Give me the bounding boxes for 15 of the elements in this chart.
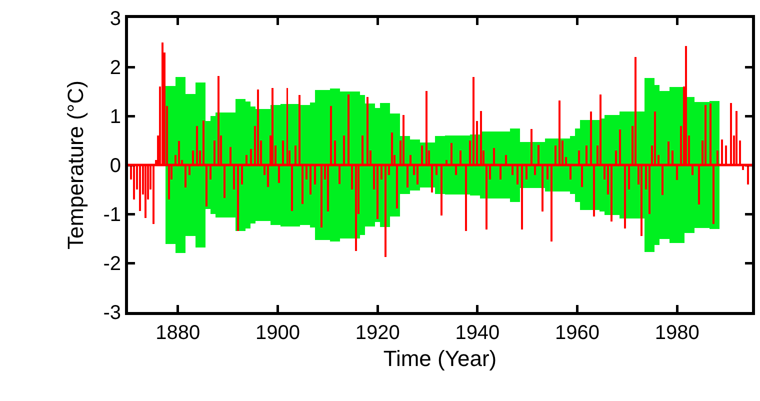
x-tick-label: 1960: [555, 322, 600, 344]
x-tick-label: 1940: [455, 322, 500, 344]
y-tick-label: -2: [103, 253, 121, 275]
x-tick-label: 1980: [654, 322, 700, 344]
x-tick-label: 1900: [256, 322, 300, 344]
y-tick-label: 2: [110, 57, 121, 79]
x-tick-label: 1920: [355, 322, 400, 344]
y-tick-label: 3: [110, 8, 121, 30]
y-tick-label: -3: [103, 302, 121, 324]
x-axis-title: Time (Year): [383, 346, 497, 371]
y-tick-label: 1: [110, 106, 121, 128]
y-axis-title: Temperature (°C): [63, 80, 88, 250]
x-tick-label: 1880: [156, 322, 200, 344]
y-tick-label: 0: [110, 155, 121, 177]
y-tick-label: -1: [103, 204, 121, 226]
